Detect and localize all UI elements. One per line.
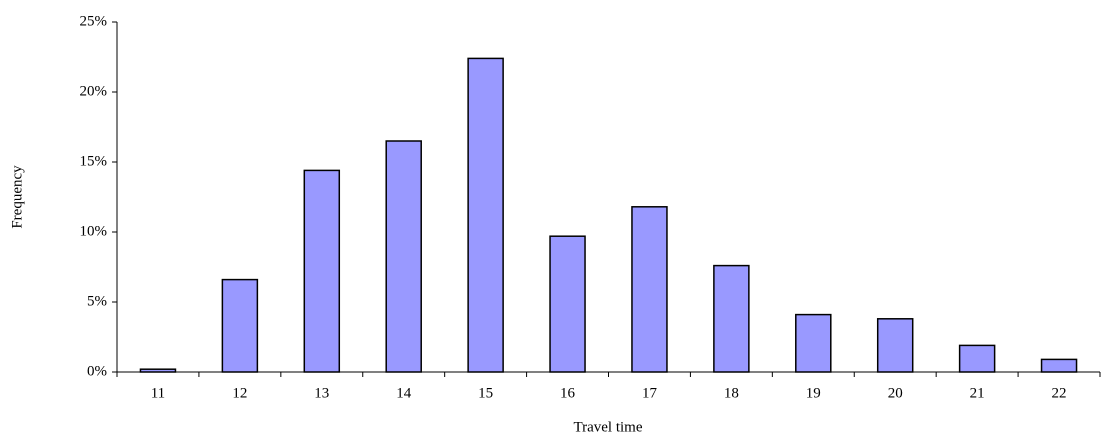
bar bbox=[876, 318, 914, 373]
bar bbox=[385, 140, 422, 373]
x-tick-label: 20 bbox=[888, 385, 903, 401]
x-tick-label: 13 bbox=[314, 385, 329, 401]
bar bbox=[221, 278, 259, 373]
y-tick-label: 20% bbox=[80, 83, 108, 99]
x-tick-label: 14 bbox=[396, 385, 412, 401]
bar bbox=[549, 235, 586, 373]
x-axis-label: Travel time bbox=[573, 419, 642, 435]
x-tick-label: 16 bbox=[560, 385, 576, 401]
x-tick-label: 21 bbox=[970, 385, 985, 401]
y-tick-label: 5% bbox=[87, 293, 107, 309]
y-tick-label: 10% bbox=[80, 223, 108, 239]
y-tick-label: 25% bbox=[80, 13, 108, 29]
x-tick-label: 12 bbox=[232, 385, 247, 401]
x-tick-label: 18 bbox=[724, 385, 739, 401]
x-tick-label: 17 bbox=[642, 385, 658, 401]
x-tick-label: 11 bbox=[151, 385, 165, 401]
bar bbox=[795, 313, 832, 373]
x-tick-label: 19 bbox=[806, 385, 821, 401]
x-tick-label: 15 bbox=[478, 385, 493, 401]
y-axis-label: Frequency bbox=[9, 165, 25, 229]
x-tick-label: 22 bbox=[1052, 385, 1067, 401]
bar bbox=[467, 57, 504, 373]
y-tick-label: 15% bbox=[80, 153, 108, 169]
y-tick-label: 0% bbox=[87, 363, 107, 379]
bar bbox=[631, 206, 668, 373]
bar bbox=[713, 264, 750, 373]
bar bbox=[303, 169, 341, 373]
bar bbox=[958, 344, 996, 373]
bar bbox=[1040, 358, 1078, 373]
